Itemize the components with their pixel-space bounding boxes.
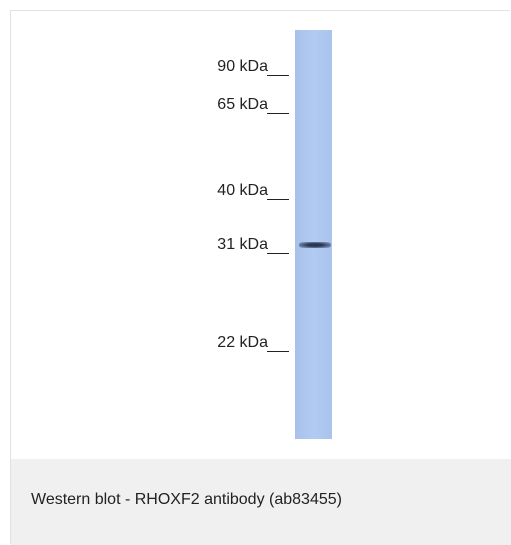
caption-area: Western blot - RHOXF2 antibody (ab83455) (11, 459, 511, 545)
marker-tick (267, 113, 289, 114)
caption: Western blot - RHOXF2 antibody (ab83455) (31, 491, 342, 509)
blot-band (299, 242, 331, 248)
figure: 90 kDa 65 kDa 40 kDa 31 kDa 22 kDa Weste… (10, 10, 510, 544)
marker-tick (267, 75, 289, 76)
marker-label: 22 kDa (217, 334, 268, 352)
marker-tick (267, 253, 289, 254)
marker-label: 65 kDa (217, 96, 268, 114)
marker-tick (267, 199, 289, 200)
marker-tick (267, 351, 289, 352)
marker-label: 31 kDa (217, 236, 268, 254)
marker-label: 40 kDa (217, 182, 268, 200)
page: 90 kDa 65 kDa 40 kDa 31 kDa 22 kDa Weste… (0, 0, 511, 545)
blot-lane (295, 30, 332, 439)
marker-label: 90 kDa (217, 58, 268, 76)
